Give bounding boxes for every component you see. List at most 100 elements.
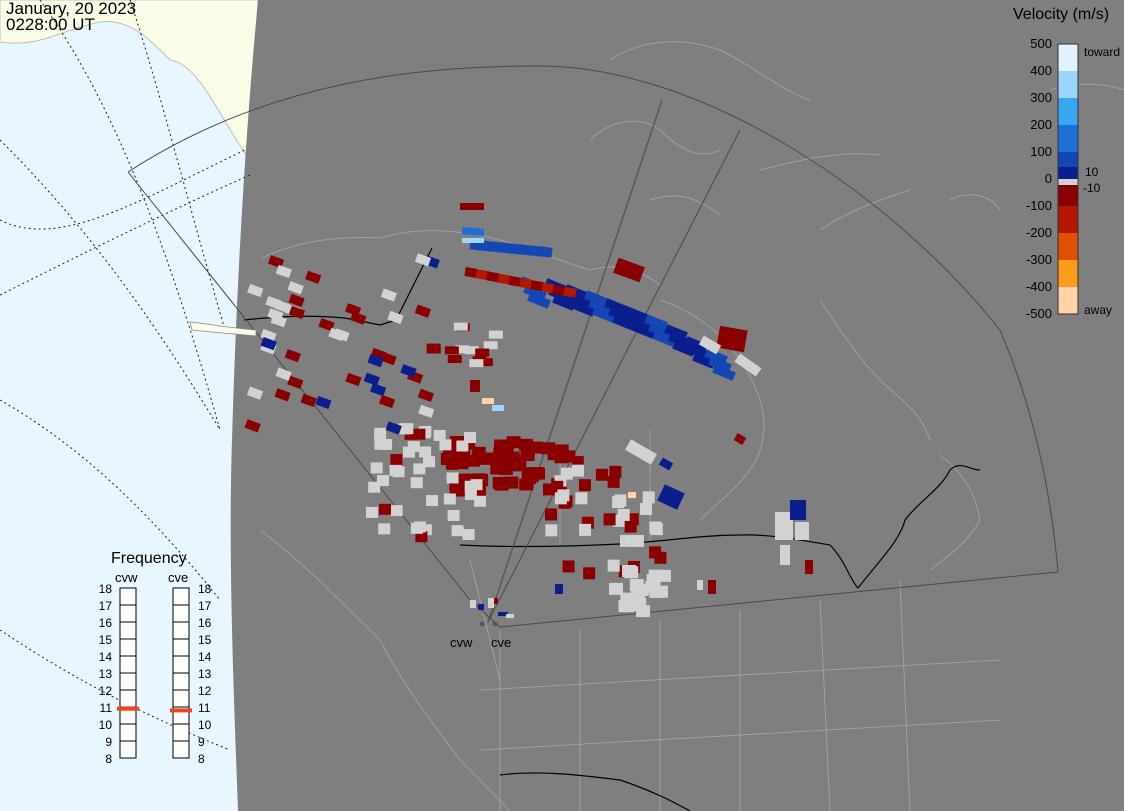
- scatter-cell: [572, 300, 596, 317]
- scatter-cell: [632, 322, 656, 339]
- scatter-cell: [628, 492, 636, 498]
- scatter-cell: [378, 394, 396, 409]
- velocity-tick-label: 0: [1044, 171, 1052, 186]
- scatter-cell: [453, 322, 468, 331]
- scatter-cell: [488, 330, 503, 339]
- scatter-cell: [455, 345, 470, 354]
- velocity-tick-label: -500: [1025, 306, 1052, 321]
- velocity-tick-label: 300: [1030, 90, 1052, 105]
- scatter-cell: [390, 505, 403, 517]
- scatter-cell: [287, 281, 304, 295]
- scatter-cell: [260, 336, 277, 351]
- scatter-cell: [433, 429, 446, 441]
- scatter-cell: [344, 303, 362, 317]
- scatter-cell: [387, 310, 404, 325]
- scatter-cell: [244, 419, 261, 433]
- scatter-cell: [509, 243, 523, 255]
- freq-number-left: 15: [98, 633, 112, 647]
- scatter-cell: [274, 388, 291, 402]
- scatter-cell: [560, 467, 573, 480]
- scatter-cell: [607, 475, 620, 488]
- scatter-cell: [504, 476, 519, 489]
- colorbar-bin: [1058, 98, 1078, 125]
- scatter-cell: [552, 294, 576, 311]
- frequency-gauges: [117, 587, 192, 759]
- scatter-cell: [625, 439, 657, 465]
- scatter-cell: [619, 534, 632, 547]
- velocity-tick-label: -100: [1025, 198, 1052, 213]
- scatter-cell: [530, 280, 544, 292]
- scatter-cell: [275, 367, 292, 381]
- scatter-cell: [563, 286, 577, 298]
- scatter-cell: [417, 388, 434, 402]
- scatter-cell: [374, 427, 387, 439]
- scatter-cell: [618, 600, 633, 613]
- scatter-cell: [654, 551, 667, 564]
- scatter-cell: [367, 354, 384, 368]
- freq-number-left: 16: [98, 616, 112, 630]
- velocity-tick-label: 500: [1030, 36, 1052, 51]
- radar-site-cve: [492, 621, 498, 627]
- scatter-cell: [318, 318, 335, 332]
- scatter-cell: [805, 560, 813, 574]
- freq-number-left: 14: [98, 650, 112, 664]
- scatter-cell: [328, 327, 345, 342]
- scatter-cell: [579, 523, 592, 536]
- scatter-cell: [462, 529, 475, 541]
- colorbar-bin: [1058, 44, 1078, 71]
- inner-pos-label: 10: [1085, 165, 1099, 179]
- colorbar-bin: [1058, 233, 1078, 260]
- scatter-cell: [552, 284, 566, 296]
- scatter-cell: [274, 299, 291, 313]
- scatter-cell: [464, 432, 477, 444]
- scatter-cell: [419, 524, 432, 536]
- freq-number-right: 16: [198, 616, 212, 630]
- scatter-cell: [478, 452, 493, 465]
- scatter-cell: [390, 454, 403, 466]
- scatter-cell: [447, 509, 460, 521]
- scatter-cell: [447, 354, 462, 363]
- scatter-cell: [456, 440, 469, 452]
- scatter-cell: [775, 512, 793, 540]
- scatter-cell: [426, 495, 439, 507]
- map-radar-label-cvw: cvw: [450, 635, 473, 650]
- toward-label: toward: [1084, 45, 1121, 59]
- scatter-cell: [649, 585, 664, 598]
- scatter-cell: [479, 240, 493, 252]
- freq-number-left: 12: [98, 684, 112, 698]
- scatter-cell: [595, 468, 608, 481]
- freq-number-left: 18: [98, 582, 112, 596]
- scatter-cell: [541, 442, 556, 455]
- colorbar-bin: [1058, 125, 1078, 152]
- scatter-cell: [527, 292, 551, 309]
- freq-marker-cvw: [117, 706, 139, 711]
- scatter-cell: [592, 306, 616, 323]
- scatter-cell: [410, 477, 423, 489]
- scatter-cell: [385, 421, 402, 435]
- scatter-cell: [519, 478, 534, 491]
- freq-number-right: 9: [198, 735, 205, 749]
- scatter-cell: [404, 428, 417, 440]
- scatter-cell: [631, 534, 644, 547]
- scatter-cell: [413, 428, 426, 440]
- scatter-cell: [270, 314, 287, 328]
- scatter-cell: [370, 462, 383, 474]
- scatter-cell: [488, 598, 494, 608]
- scatter-cell: [497, 273, 511, 285]
- map-radar-label-cve: cve: [491, 635, 512, 650]
- scatter-cell: [697, 580, 703, 590]
- scatter-cell: [415, 531, 428, 543]
- scatter-cell: [506, 614, 514, 618]
- scatter-cell: [400, 364, 417, 378]
- scatter-cell: [246, 386, 264, 400]
- scatter-cell: [506, 436, 521, 449]
- scatter-cell: [439, 439, 452, 451]
- frequency-title: Frequency: [111, 550, 187, 567]
- scatter-cell: [617, 508, 630, 521]
- freq-number-right: 11: [198, 701, 211, 715]
- scatter-cell: [464, 346, 479, 355]
- scatter-cell: [460, 203, 484, 210]
- scatter-cell: [780, 545, 790, 565]
- scatter-cell: [423, 456, 436, 468]
